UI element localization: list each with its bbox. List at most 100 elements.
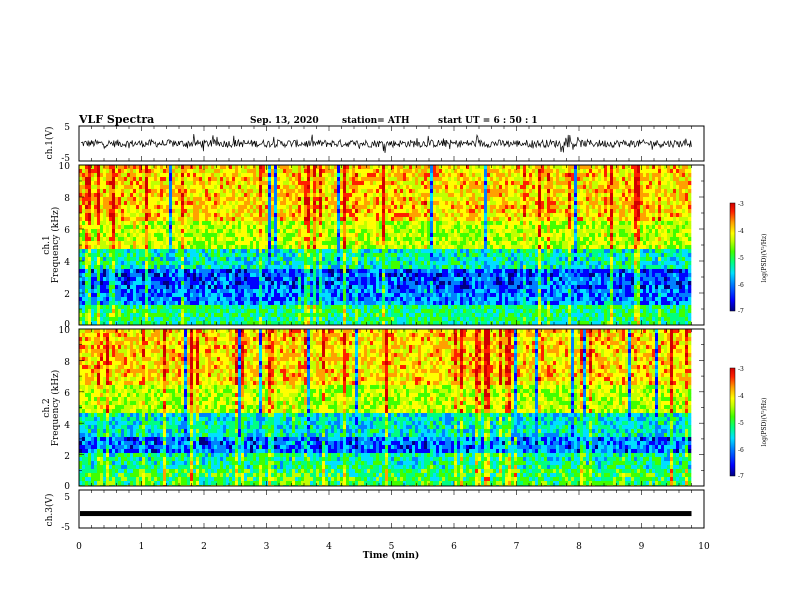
spectrogram-cell — [184, 277, 188, 282]
spectrogram-cell — [202, 285, 206, 290]
spectrogram-cell — [397, 217, 401, 222]
spectrogram-cell — [79, 181, 83, 186]
spectrogram-cell — [301, 317, 305, 322]
spectrogram-cell — [193, 285, 197, 290]
spectrogram-cell — [295, 301, 299, 306]
spectrogram-cell — [157, 189, 161, 194]
spectrogram-cell — [106, 289, 110, 294]
spectrogram-cell — [169, 209, 173, 214]
spectrogram-cell — [283, 169, 287, 174]
spectrogram-cell — [391, 265, 395, 270]
spectrogram-cell — [106, 285, 110, 290]
spectrogram-cell — [172, 261, 176, 266]
spectrogram-cell — [151, 277, 155, 282]
spectrogram-cell — [298, 221, 302, 226]
spectrogram-cell — [106, 257, 110, 262]
spectrogram-cell — [319, 285, 323, 290]
spectrogram-cell — [298, 261, 302, 266]
spectrogram-cell — [169, 221, 173, 226]
spectrogram-cell — [355, 177, 359, 182]
spectrogram-cell — [337, 281, 341, 286]
spectrogram-cell — [349, 277, 353, 282]
spectrogram-cell — [205, 293, 209, 298]
spectrogram-cell — [379, 257, 383, 262]
spectrogram-cell — [355, 213, 359, 218]
spectrogram-cell — [79, 321, 83, 326]
spectrogram-cell — [103, 185, 107, 190]
spectrogram-cell — [211, 309, 215, 314]
spectrogram-cell — [265, 245, 269, 250]
spectrogram-cell — [100, 193, 104, 198]
spectrogram-cell — [82, 233, 86, 238]
spectrogram-cell — [445, 165, 449, 170]
spectrogram-cell — [169, 181, 173, 186]
spectrogram-cell — [202, 233, 206, 238]
spectrogram-cell — [331, 301, 335, 306]
spectrogram-cell — [271, 301, 275, 306]
spectrogram-cell — [226, 177, 230, 182]
spectrogram-cell — [322, 229, 326, 234]
spectrogram-cell — [112, 317, 116, 322]
spectrogram-cell — [310, 277, 314, 282]
spectrogram-cell — [415, 177, 419, 182]
spectrogram-cell — [370, 293, 374, 298]
spectrogram-cell — [130, 181, 134, 186]
spectrogram-cell — [217, 217, 221, 222]
spectrogram-cell — [226, 201, 230, 206]
spectrogram-cell — [364, 321, 368, 326]
spectrogram-cell — [253, 317, 257, 322]
spectrogram-cell — [250, 241, 254, 246]
spectrogram-cell — [238, 201, 242, 206]
spectrogram-cell — [451, 209, 455, 214]
spectrogram-cell — [352, 257, 356, 262]
spectrogram-cell — [235, 237, 239, 242]
spectrogram-cell — [154, 185, 158, 190]
spectrogram-cell — [232, 297, 236, 302]
spectrogram-cell — [373, 225, 377, 230]
spectrogram-cell — [424, 221, 428, 226]
spectrogram-cell — [154, 193, 158, 198]
spectrogram-cell — [322, 197, 326, 202]
spectrogram-cell — [265, 265, 269, 270]
spectrogram-cell — [292, 297, 296, 302]
spectrogram-cell — [331, 261, 335, 266]
spectrogram-cell — [250, 193, 254, 198]
spectrogram-cell — [232, 249, 236, 254]
spectrogram-cell — [382, 181, 386, 186]
spectrogram-cell — [163, 309, 167, 314]
spectrogram-cell — [379, 285, 383, 290]
spectrogram-cell — [409, 217, 413, 222]
spectrogram-cell — [328, 249, 332, 254]
spectrogram-cell — [325, 285, 329, 290]
spectrogram-cell — [445, 237, 449, 242]
spectrogram-cell — [352, 237, 356, 242]
spectrogram-cell — [109, 289, 113, 294]
spectrogram-cell — [238, 209, 242, 214]
spectrogram-cell — [193, 273, 197, 278]
spectrogram-cell — [172, 289, 176, 294]
spectrogram-cell — [244, 297, 248, 302]
spectrogram-cell — [208, 313, 212, 318]
spectrogram-cell — [274, 281, 278, 286]
spectrogram-cell — [214, 225, 218, 230]
spectrogram-cell — [145, 221, 149, 226]
spectrogram-cell — [136, 269, 140, 274]
spectrogram-cell — [178, 233, 182, 238]
spectrogram-cell — [433, 261, 437, 266]
spectrogram-cell — [358, 169, 362, 174]
spectrogram-cell — [220, 189, 224, 194]
spectrogram-cell — [313, 293, 317, 298]
spectrogram-cell — [145, 285, 149, 290]
spectrogram-cell — [142, 213, 146, 218]
spectrogram-cell — [355, 189, 359, 194]
spectrogram-cell — [130, 229, 134, 234]
spectrogram-cell — [229, 297, 233, 302]
spectrogram-cell — [238, 261, 242, 266]
spectrogram-cell — [331, 165, 335, 170]
spectrogram-cell — [310, 253, 314, 258]
spectrogram-cell — [244, 301, 248, 306]
spectrogram-cell — [103, 197, 107, 202]
spectrogram-cell — [163, 305, 167, 310]
spectrogram-cell — [337, 173, 341, 178]
spectrogram-cell — [88, 321, 92, 326]
